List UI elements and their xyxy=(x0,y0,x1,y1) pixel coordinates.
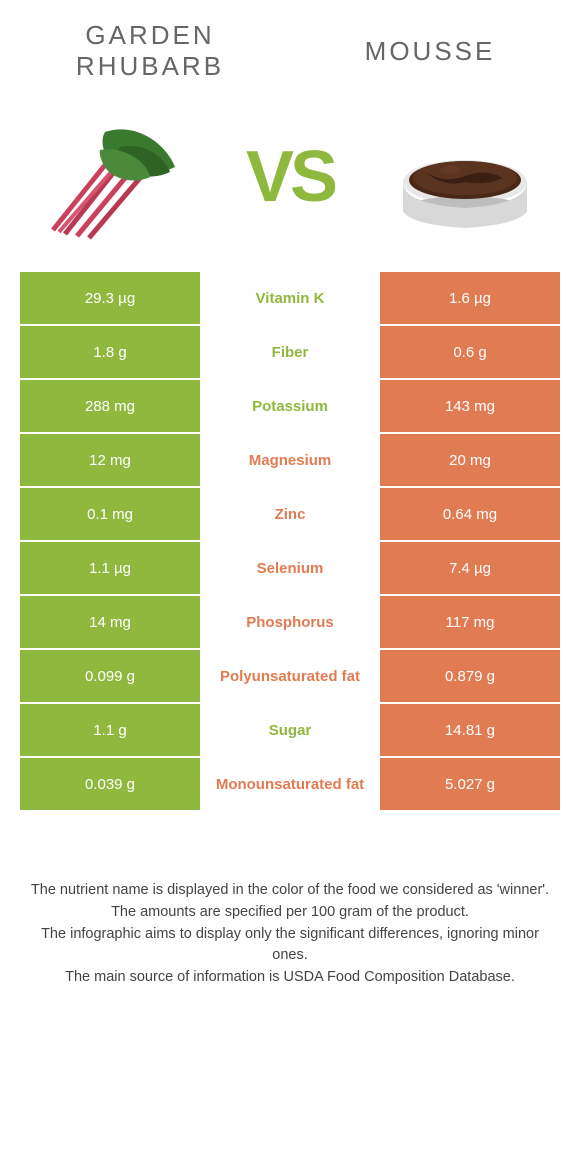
right-value: 143 mg xyxy=(380,380,560,432)
nutrient-name: Selenium xyxy=(200,542,380,594)
mousse-image xyxy=(385,112,545,242)
left-value: 1.1 g xyxy=(20,704,200,756)
right-value: 7.4 µg xyxy=(380,542,560,594)
table-row: 12 mgMagnesium20 mg xyxy=(20,434,560,486)
table-row: 288 mgPotassium143 mg xyxy=(20,380,560,432)
footer-notes: The nutrient name is displayed in the co… xyxy=(0,880,580,989)
food-left-title: GARDENRHUBARB xyxy=(10,20,290,82)
nutrient-table: 29.3 µgVitamin K1.6 µg1.8 gFiber0.6 g288… xyxy=(20,272,560,810)
table-row: 0.039 gMonounsaturated fat5.027 g xyxy=(20,758,560,810)
nutrient-name: Potassium xyxy=(200,380,380,432)
nutrient-name: Fiber xyxy=(200,326,380,378)
vs-label: VS xyxy=(246,136,334,218)
nutrient-name: Vitamin K xyxy=(200,272,380,324)
table-row: 1.8 gFiber0.6 g xyxy=(20,326,560,378)
left-value: 0.039 g xyxy=(20,758,200,810)
food-right-title: MOUSSE xyxy=(290,36,570,67)
table-row: 0.099 gPolyunsaturated fat0.879 g xyxy=(20,650,560,702)
nutrient-name: Monounsaturated fat xyxy=(200,758,380,810)
footer-line: The main source of information is USDA F… xyxy=(30,967,550,989)
left-value: 12 mg xyxy=(20,434,200,486)
left-value: 288 mg xyxy=(20,380,200,432)
table-row: 1.1 µgSelenium7.4 µg xyxy=(20,542,560,594)
rhubarb-image xyxy=(35,112,195,242)
header: GARDENRHUBARB MOUSSE xyxy=(0,0,580,92)
table-row: 29.3 µgVitamin K1.6 µg xyxy=(20,272,560,324)
right-value: 5.027 g xyxy=(380,758,560,810)
table-row: 14 mgPhosphorus117 mg xyxy=(20,596,560,648)
right-value: 0.64 mg xyxy=(380,488,560,540)
footer-line: The infographic aims to display only the… xyxy=(30,924,550,968)
right-value: 1.6 µg xyxy=(380,272,560,324)
footer-line: The amounts are specified per 100 gram o… xyxy=(30,902,550,924)
table-row: 1.1 gSugar14.81 g xyxy=(20,704,560,756)
table-row: 0.1 mgZinc0.64 mg xyxy=(20,488,560,540)
right-value: 117 mg xyxy=(380,596,560,648)
right-value: 0.6 g xyxy=(380,326,560,378)
left-value: 1.1 µg xyxy=(20,542,200,594)
nutrient-name: Phosphorus xyxy=(200,596,380,648)
left-value: 1.8 g xyxy=(20,326,200,378)
left-value: 0.099 g xyxy=(20,650,200,702)
nutrient-name: Zinc xyxy=(200,488,380,540)
nutrient-name: Sugar xyxy=(200,704,380,756)
right-value: 0.879 g xyxy=(380,650,560,702)
left-value: 14 mg xyxy=(20,596,200,648)
nutrient-name: Magnesium xyxy=(200,434,380,486)
footer-line: The nutrient name is displayed in the co… xyxy=(30,880,550,902)
nutrient-name: Polyunsaturated fat xyxy=(200,650,380,702)
right-value: 14.81 g xyxy=(380,704,560,756)
left-value: 0.1 mg xyxy=(20,488,200,540)
right-value: 20 mg xyxy=(380,434,560,486)
hero: VS xyxy=(0,92,580,272)
left-value: 29.3 µg xyxy=(20,272,200,324)
